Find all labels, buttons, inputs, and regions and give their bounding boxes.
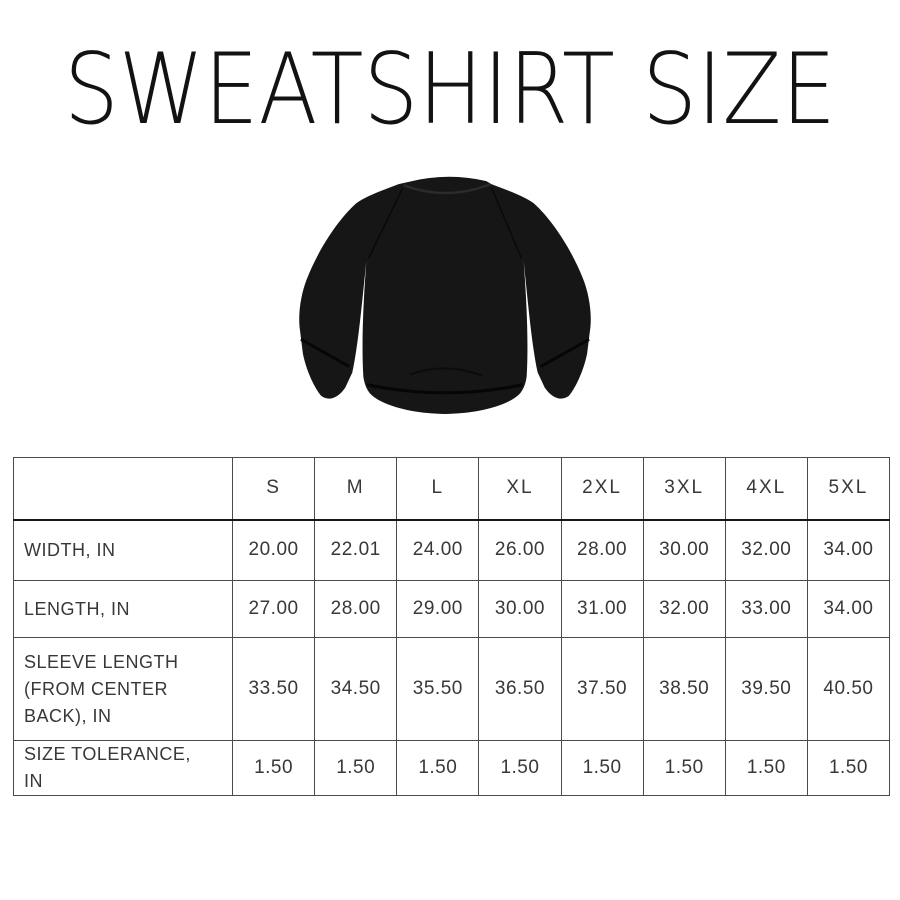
size-value-cell: 20.00 — [231, 519, 316, 581]
size-table: S M L XL 2XL 3XL 4XL 5XL WIDTH, IN 20.00 22.01 24.… — [13, 457, 891, 796]
table-row: SIZE TOLERANCE, IN 1.50 1.50 1.50 1.50 1.50 1.… — [13, 740, 891, 796]
row-label: SIZE TOLERANCE, IN — [13, 740, 233, 796]
size-column-header: 4XL — [724, 457, 808, 521]
size-value-cell: 34.00 — [806, 580, 891, 638]
size-value-cell: 31.00 — [560, 580, 644, 638]
size-column-header: 2XL — [560, 457, 644, 521]
size-column-header: S — [231, 457, 316, 521]
size-column-header: L — [396, 457, 480, 521]
size-value-cell: 29.00 — [396, 580, 480, 638]
size-value-cell: 1.50 — [478, 740, 562, 796]
sweatshirt-image — [288, 168, 602, 420]
collar-seam — [403, 182, 491, 195]
size-value-cell: 32.00 — [724, 519, 808, 581]
size-value-cell: 30.00 — [642, 519, 726, 581]
size-value-cell: 1.50 — [724, 740, 808, 796]
row-label: LENGTH, IN — [13, 580, 233, 638]
table-row: WIDTH, IN 20.00 22.01 24.00 26.00 28.00 30.00 3… — [13, 519, 891, 581]
size-value-cell: 1.50 — [642, 740, 726, 796]
size-value-cell: 33.00 — [724, 580, 808, 638]
size-value-cell: 33.50 — [231, 637, 316, 741]
size-value-cell: 28.00 — [314, 580, 398, 638]
table-row: LENGTH, IN 27.00 28.00 29.00 30.00 31.00 32.00… — [13, 580, 891, 638]
title-block: SWEATSHIRT SIZE — [64, 33, 836, 147]
size-value-cell: 24.00 — [396, 519, 480, 581]
size-value-cell: 26.00 — [478, 519, 562, 581]
size-value-cell: 34.00 — [806, 519, 891, 581]
sweatshirt-icon — [299, 176, 591, 414]
size-value-cell: 22.01 — [314, 519, 398, 581]
row-label: SLEEVE LENGTH (FROM CENTER BACK), IN — [13, 637, 233, 741]
size-column-header: XL — [478, 457, 562, 521]
table-body: WIDTH, IN 20.00 22.01 24.00 26.00 28.00 30.00 3… — [13, 519, 891, 796]
table-row: SLEEVE LENGTH (FROM CENTER BACK), IN 33.5… — [13, 637, 891, 741]
table-header-row: S M L XL 2XL 3XL 4XL 5XL — [13, 457, 891, 521]
size-value-cell: 36.50 — [478, 637, 562, 741]
page-title: SWEATSHIRT SIZE — [64, 33, 836, 147]
size-value-cell: 39.50 — [724, 637, 808, 741]
size-value-cell: 37.50 — [560, 637, 644, 741]
corner-cell — [13, 457, 233, 521]
size-value-cell: 35.50 — [396, 637, 480, 741]
size-column-header: M — [314, 457, 398, 521]
row-label: WIDTH, IN — [13, 519, 233, 581]
size-value-cell: 1.50 — [314, 740, 398, 796]
size-column-header: 3XL — [642, 457, 726, 521]
size-value-cell: 38.50 — [642, 637, 726, 741]
size-value-cell: 40.50 — [806, 637, 891, 741]
size-value-cell: 1.50 — [806, 740, 891, 796]
size-value-cell: 1.50 — [396, 740, 480, 796]
size-value-cell: 1.50 — [560, 740, 644, 796]
size-column-header: 5XL — [806, 457, 891, 521]
size-value-cell: 30.00 — [478, 580, 562, 638]
size-value-cell: 1.50 — [231, 740, 316, 796]
size-value-cell: 34.50 — [314, 637, 398, 741]
size-value-cell: 32.00 — [642, 580, 726, 638]
size-value-cell: 27.00 — [231, 580, 316, 638]
size-value-cell: 28.00 — [560, 519, 644, 581]
